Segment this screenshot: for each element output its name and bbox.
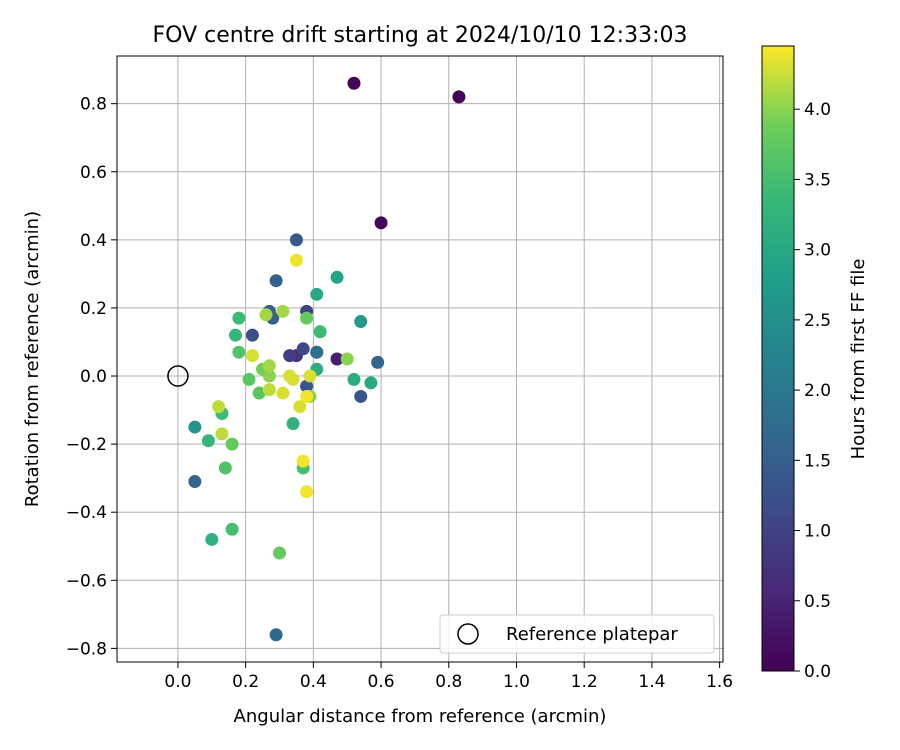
data-point <box>313 325 327 339</box>
y-tick-label: −0.6 <box>66 571 107 591</box>
data-point <box>354 315 368 329</box>
data-point <box>310 345 324 359</box>
data-point <box>218 461 232 475</box>
data-point <box>269 628 283 642</box>
x-tick-label: 1.2 <box>571 672 598 692</box>
y-tick-label: −0.8 <box>66 639 107 659</box>
x-tick-label: 0.2 <box>232 672 259 692</box>
data-point <box>296 342 310 356</box>
y-tick-label: 0.8 <box>80 95 107 115</box>
colorbar-tick-label: 1.0 <box>804 522 831 542</box>
y-tick-label: 0.2 <box>80 299 107 319</box>
legend: Reference platepar <box>439 614 715 654</box>
colorbar-ticks: 0.0 0.5 1.0 1.5 2.0 2.5 3.0 3.5 4.0 <box>794 100 831 682</box>
data-point <box>262 383 276 397</box>
data-point <box>245 349 259 363</box>
data-point <box>300 485 314 499</box>
data-point <box>269 274 283 288</box>
data-point <box>188 475 202 489</box>
data-point <box>310 287 324 301</box>
y-tick-label: −0.4 <box>66 503 107 523</box>
data-point <box>276 304 290 318</box>
y-tick-label: 0.6 <box>80 163 107 183</box>
data-points <box>167 76 466 642</box>
data-point <box>262 369 276 383</box>
y-tick-label: −0.2 <box>66 435 107 455</box>
colorbar-tick-label: 2.0 <box>804 381 831 401</box>
y-axis-ticks: −0.8 −0.6 −0.4 −0.2 0.0 0.2 0.4 0.6 0.8 <box>66 95 117 659</box>
data-point <box>215 427 229 441</box>
y-tick-label: 0.4 <box>80 231 107 251</box>
colorbar-tick-label: 0.5 <box>804 592 831 612</box>
colorbar-tick-label: 3.0 <box>804 241 831 261</box>
data-point <box>273 546 287 560</box>
data-point <box>242 372 256 386</box>
x-tick-label: 0.8 <box>435 672 462 692</box>
legend-box <box>439 614 715 654</box>
x-tick-label: 1.4 <box>638 672 665 692</box>
data-point <box>262 359 276 373</box>
data-point <box>289 233 303 247</box>
colorbar-tick-label: 1.5 <box>804 451 831 471</box>
colorbar-tick-label: 4.0 <box>804 100 831 120</box>
colorbar-label: Hours from first FF file <box>848 259 869 460</box>
colorbar: 0.0 0.5 1.0 1.5 2.0 2.5 3.0 3.5 4.0 Hours from f… <box>761 45 869 682</box>
data-point <box>330 270 344 284</box>
data-point <box>289 253 303 267</box>
data-point <box>374 216 388 230</box>
x-tick-label: 1.6 <box>706 672 733 692</box>
data-point <box>276 386 290 400</box>
data-point <box>364 376 378 390</box>
colorbar-tick-label: 3.5 <box>804 170 831 190</box>
colorbar-tick-label: 0.0 <box>804 662 831 682</box>
colorbar-gradient <box>761 45 795 672</box>
data-point <box>232 311 246 325</box>
data-point <box>296 454 310 468</box>
data-point <box>232 345 246 359</box>
data-point <box>300 379 314 393</box>
data-point <box>347 76 361 90</box>
data-point <box>303 369 317 383</box>
data-point <box>252 386 266 400</box>
data-point <box>293 400 307 414</box>
data-point <box>300 389 314 403</box>
data-point <box>286 417 300 431</box>
data-point <box>228 328 242 342</box>
x-tick-label: 0.0 <box>164 672 191 692</box>
data-point <box>283 349 297 363</box>
y-tick-label: 0.0 <box>80 367 107 387</box>
x-axis-label: Angular distance from reference (arcmin) <box>234 706 607 727</box>
legend-entry-label: Reference platepar <box>506 624 678 645</box>
data-point <box>283 369 297 383</box>
colorbar-tick-label: 2.5 <box>804 311 831 331</box>
x-tick-label: 0.6 <box>368 672 395 692</box>
chart-title: FOV centre drift starting at 2024/10/10 … <box>153 23 688 48</box>
data-point <box>212 400 226 414</box>
data-point <box>354 389 368 403</box>
legend-reference-marker <box>457 623 479 645</box>
data-point <box>225 522 239 536</box>
y-axis-label: Rotation from reference (arcmin) <box>22 211 43 507</box>
data-point <box>330 352 344 366</box>
data-point <box>371 355 385 369</box>
x-axis-ticks: 0.0 0.2 0.4 0.6 0.8 1.0 1.2 1.4 1.6 <box>164 662 733 692</box>
data-point <box>188 420 202 434</box>
data-point <box>245 328 259 342</box>
data-point <box>201 434 215 448</box>
data-point <box>452 90 466 104</box>
data-point <box>340 352 354 366</box>
data-point <box>205 532 219 546</box>
x-tick-label: 0.4 <box>300 672 327 692</box>
x-tick-label: 1.0 <box>503 672 530 692</box>
plot-frame <box>116 55 724 663</box>
data-point <box>300 311 314 325</box>
reference-platepar-marker <box>167 365 189 387</box>
data-point <box>259 308 273 322</box>
data-point <box>347 372 361 386</box>
data-point <box>225 437 239 451</box>
